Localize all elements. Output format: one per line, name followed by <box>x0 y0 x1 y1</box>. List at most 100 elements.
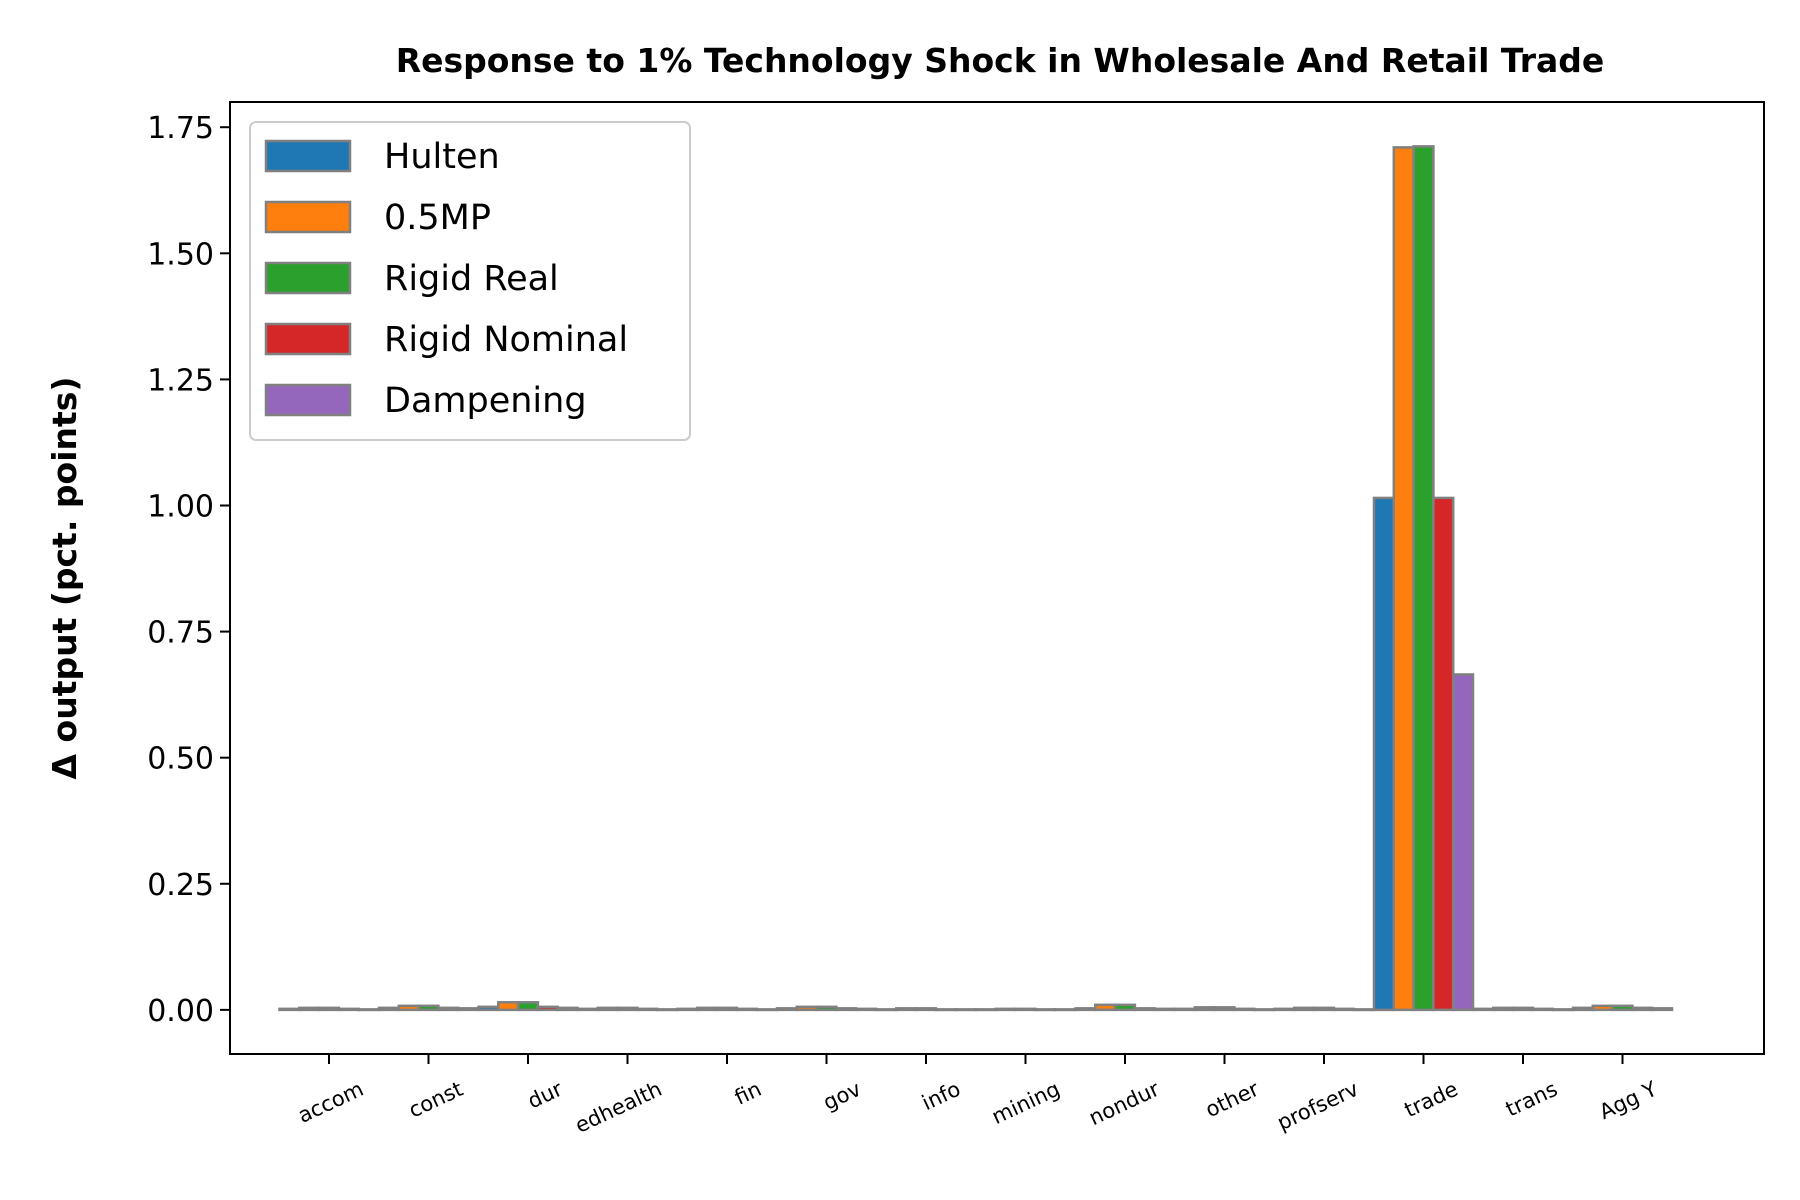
bar-rigid-real-agg-y <box>1611 1004 1634 1012</box>
bar-dampening-trade <box>1451 673 1475 1012</box>
legend-frame <box>249 121 691 441</box>
x-tick-label: dur <box>524 1077 566 1114</box>
bar-0-5mp-fin <box>696 1006 719 1012</box>
bar-rigid-real-const <box>417 1004 440 1012</box>
bar-0-5mp-other <box>1193 1006 1216 1012</box>
bar-dampening-edhealth <box>655 1008 679 1012</box>
legend-label: Rigid Nominal <box>384 320 628 360</box>
x-tick-label: profserv <box>1273 1077 1362 1135</box>
bar-rigid-real-dur <box>516 1001 540 1012</box>
bar-0-5mp-dur <box>497 1001 520 1012</box>
bar-0-5mp-mining <box>994 1007 1017 1012</box>
bar-dampening-const <box>456 1007 480 1012</box>
bar-0-5mp-trans <box>1492 1006 1515 1012</box>
chart-title: Response to 1% Technology Shock in Whole… <box>396 41 1605 80</box>
bar-0-5mp-edhealth <box>596 1006 619 1012</box>
bar-rigid-nominal-profserv <box>1332 1007 1355 1012</box>
y-tick-label: 0.50 <box>147 742 214 777</box>
bar-0-5mp-nondur <box>1094 1003 1117 1012</box>
bar-dampening-other <box>1252 1008 1276 1012</box>
bar-rigid-nominal-other <box>1233 1007 1256 1012</box>
legend: Hulten 0.5MP Rigid Real Rigid Nominal Dampen… <box>249 121 691 441</box>
bar-rigid-real-mining <box>1014 1007 1037 1012</box>
bar-rigid-nominal-accom <box>337 1007 360 1012</box>
bar-rigid-nominal-edhealth <box>636 1007 659 1012</box>
y-tick-label: 1.00 <box>147 489 214 524</box>
y-tick-label: 1.75 <box>147 111 214 146</box>
bar-hulten-gov <box>775 1007 799 1012</box>
bar-rigid-real-trade <box>1412 145 1435 1012</box>
x-tick-label: accom <box>294 1077 367 1128</box>
x-tick-label: fin <box>731 1077 765 1110</box>
bar-rigid-real-fin <box>715 1006 739 1012</box>
bar-dampening-agg-y <box>1650 1007 1674 1012</box>
bar-hulten-accom <box>278 1007 301 1012</box>
legend-label: 0.5MP <box>384 198 491 238</box>
x-tick-label: edhealth <box>571 1077 665 1138</box>
bar-0-5mp-info <box>895 1007 918 1012</box>
bar-0-5mp-profserv <box>1293 1006 1316 1012</box>
bar-dampening-nondur <box>1153 1007 1176 1012</box>
bar-rigid-nominal-mining <box>1034 1008 1057 1012</box>
bar-rigid-nominal-trade <box>1432 496 1455 1012</box>
y-tick-label: 0.75 <box>147 616 214 651</box>
bar-rigid-nominal-const <box>437 1006 460 1012</box>
legend-swatch-hulten <box>264 139 352 173</box>
bar-hulten-info <box>875 1008 898 1012</box>
bar-0-5mp-gov <box>795 1005 818 1012</box>
bar-rigid-real-info <box>914 1007 938 1012</box>
legend-swatch-0-5mp <box>264 200 352 234</box>
bar-hulten-const <box>377 1006 401 1012</box>
bar-rigid-nominal-dur <box>536 1005 559 1012</box>
legend-label: Rigid Real <box>384 259 559 299</box>
bar-hulten-trade <box>1372 496 1396 1012</box>
bar-rigid-nominal-trans <box>1531 1007 1554 1012</box>
bar-rigid-real-accom <box>317 1006 341 1012</box>
bar-hulten-mining <box>974 1008 998 1012</box>
bar-hulten-trans <box>1472 1007 1495 1012</box>
legend-swatch-rigid-nominal <box>264 322 352 356</box>
bar-dampening-info <box>954 1008 977 1012</box>
bar-rigid-nominal-agg-y <box>1631 1006 1654 1012</box>
bar-hulten-dur <box>477 1005 500 1012</box>
legend-swatch-rigid-real <box>264 261 352 295</box>
bar-rigid-real-gov <box>815 1005 838 1012</box>
bar-0-5mp-const <box>397 1004 420 1012</box>
x-tick-label: Agg Y <box>1596 1077 1661 1124</box>
bar-rigid-real-nondur <box>1113 1003 1137 1012</box>
y-tick-label: 0.00 <box>147 994 214 1029</box>
y-tick-label: 1.50 <box>147 237 214 272</box>
x-tick-label: nondur <box>1085 1077 1163 1130</box>
y-axis-title: Δ output (pct. points) <box>45 376 84 779</box>
bar-dampening-accom <box>357 1008 380 1012</box>
bar-0-5mp-agg-y <box>1591 1004 1614 1012</box>
bar-rigid-real-profserv <box>1312 1006 1336 1012</box>
x-tick-label: gov <box>819 1077 864 1115</box>
plot-frame <box>229 101 1765 1055</box>
bar-rigid-nominal-fin <box>735 1007 758 1012</box>
bar-rigid-real-edhealth <box>616 1006 639 1012</box>
bar-dampening-trans <box>1551 1008 1574 1012</box>
bar-rigid-nominal-gov <box>835 1007 858 1012</box>
x-axis: accom const dur edhealth fin gov info mining non… <box>294 1054 1661 1138</box>
bar-hulten-agg-y <box>1571 1006 1595 1012</box>
bar-hulten-fin <box>676 1007 699 1012</box>
bar-dampening-fin <box>755 1008 778 1012</box>
x-tick-label: trade <box>1401 1077 1462 1122</box>
legend-label: Dampening <box>384 381 587 421</box>
bar-rigid-nominal-info <box>934 1008 957 1012</box>
bar-hulten-edhealth <box>576 1007 600 1012</box>
x-tick-label: mining <box>988 1077 1063 1129</box>
legend-swatch-dampening <box>264 383 352 417</box>
bars-group <box>278 145 1674 1012</box>
x-tick-label: info <box>918 1077 964 1115</box>
bar-rigid-nominal-nondur <box>1133 1007 1156 1012</box>
bar-hulten-profserv <box>1273 1007 1296 1012</box>
bar-dampening-mining <box>1053 1008 1077 1012</box>
y-tick-label: 0.25 <box>147 868 214 903</box>
bar-hulten-nondur <box>1074 1007 1097 1012</box>
legend-label: Hulten <box>384 137 500 177</box>
bar-rigid-real-trans <box>1511 1006 1535 1012</box>
bar-dampening-dur <box>556 1006 579 1012</box>
